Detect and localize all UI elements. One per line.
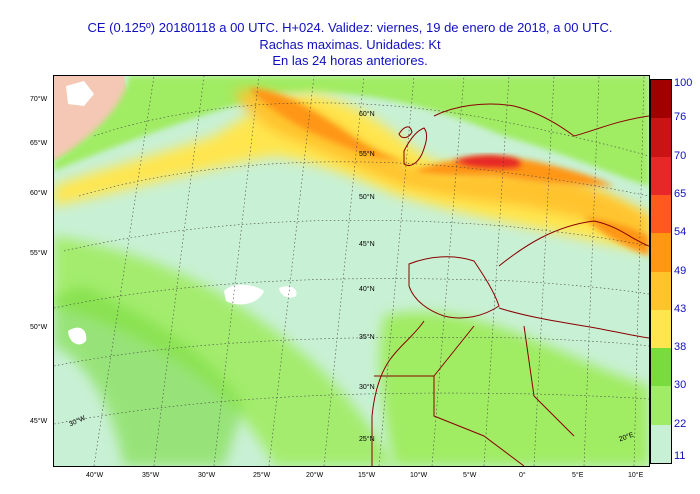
legend-swatch bbox=[651, 156, 671, 196]
legend-level-label: 70 bbox=[674, 149, 687, 162]
interior-label: 35°N bbox=[359, 334, 375, 341]
legend-level-label: 38 bbox=[674, 341, 687, 354]
legend-swatch bbox=[651, 424, 671, 464]
map-canvas bbox=[54, 76, 649, 466]
legend-swatch bbox=[651, 386, 671, 426]
legend-level-label: 43 bbox=[674, 302, 687, 315]
legend-level-label: 65 bbox=[674, 187, 687, 200]
lon-label: 15°W bbox=[358, 472, 376, 479]
map-title-line-3: En las 24 horas anteriores. bbox=[272, 53, 428, 68]
legend-level-label: 11 bbox=[674, 450, 686, 462]
left-lat-label: 65°W bbox=[30, 140, 48, 147]
interior-label: 40°N bbox=[359, 286, 375, 293]
field-43 bbox=[54, 94, 649, 251]
legend-swatch bbox=[651, 194, 671, 234]
field-54-mediterranean bbox=[584, 216, 649, 256]
lon-label: 5°E bbox=[572, 472, 584, 479]
graticule bbox=[54, 76, 649, 466]
legend-swatch bbox=[651, 348, 671, 387]
lon-label: 35°W bbox=[142, 472, 160, 479]
legend-swatch bbox=[651, 118, 671, 158]
field-30-north bbox=[54, 76, 649, 186]
lon-label: 10°W bbox=[410, 472, 428, 479]
field-49 bbox=[234, 90, 649, 236]
lon-label: 10°E bbox=[628, 472, 644, 479]
map-title-line-1: CE (0.125º) 20180118 a 00 UTC. H+024. Va… bbox=[87, 20, 613, 35]
legend-swatch bbox=[651, 271, 671, 311]
greenland-ice bbox=[66, 81, 94, 106]
lon-label: 20°W bbox=[306, 472, 324, 479]
legend-level-label: 22 bbox=[674, 417, 687, 430]
coastlines bbox=[371, 103, 649, 466]
lon-label: 25°W bbox=[253, 472, 271, 479]
left-lat-label: 55°W bbox=[30, 250, 48, 257]
color-legend bbox=[650, 79, 672, 464]
lon-label: 0° bbox=[519, 472, 526, 479]
field-54-atlantic bbox=[249, 88, 404, 161]
calm-patches bbox=[68, 284, 297, 345]
interior-label: 30°N bbox=[359, 384, 375, 391]
map-title-line-2: Rachas maximas. Unidades: Kt bbox=[259, 37, 441, 52]
left-lat-label: 45°W bbox=[30, 418, 48, 425]
lon-label: 5°W bbox=[463, 472, 477, 479]
interior-label: 55°N bbox=[359, 151, 375, 158]
field-70-core bbox=[454, 155, 521, 168]
legend-swatch bbox=[651, 233, 671, 272]
legend-swatch bbox=[651, 80, 671, 119]
lon-label: 40°W bbox=[86, 472, 104, 479]
wind-gust-map: 60°N 55°N 50°N 45°N 40°N 35°N 30°N 25°N … bbox=[53, 75, 650, 467]
legend-level-label: 49 bbox=[674, 264, 687, 277]
legend-level-label: 30 bbox=[674, 379, 687, 392]
interior-label: 25°N bbox=[359, 436, 375, 443]
interior-label: 50°N bbox=[359, 194, 375, 201]
left-lat-label: 50°W bbox=[30, 324, 48, 331]
interior-label: 45°N bbox=[359, 241, 375, 248]
interior-label: 60°N bbox=[359, 111, 375, 118]
legend-swatch bbox=[651, 309, 671, 349]
left-lat-label: 70°W bbox=[30, 96, 48, 103]
field-30-south bbox=[54, 236, 394, 466]
left-lat-label: 60°W bbox=[30, 190, 48, 197]
field-30-africa bbox=[379, 312, 649, 466]
legend-level-label: 100 bbox=[674, 77, 693, 89]
field-38-southwest bbox=[54, 286, 244, 466]
legend-level-label: 54 bbox=[674, 226, 687, 239]
lon-label: 30°W bbox=[198, 472, 216, 479]
legend-level-label: 76 bbox=[674, 111, 687, 124]
